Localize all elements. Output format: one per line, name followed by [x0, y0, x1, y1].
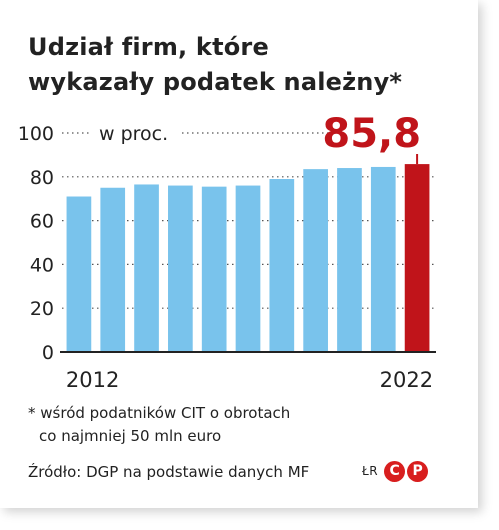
bar: [337, 168, 362, 352]
bar: [66, 196, 92, 352]
x-tick-label-first: 2012: [66, 368, 119, 392]
bar: [235, 185, 261, 352]
highlight-label-bg: [336, 110, 436, 154]
author-initials: ŁR: [362, 464, 379, 478]
y-tick-label: 20: [30, 298, 54, 320]
credit: ŁR C P: [362, 458, 430, 484]
logo-c-icon: C: [384, 460, 406, 482]
source-note: Źródło: DGP na podstawie danych MF: [28, 463, 310, 481]
title-line-1: Udział firm, które: [28, 33, 269, 61]
bar: [168, 185, 193, 352]
y-tick-label: 100: [18, 123, 54, 145]
footnote: * wśród podatników CIT o obrotach co naj…: [28, 402, 448, 448]
bar: [303, 169, 328, 352]
chart-card: Udział firm, które wykazały podatek nale…: [17, 30, 468, 484]
bar: [269, 178, 295, 352]
y-tick-label: 60: [30, 211, 54, 233]
bar: [100, 187, 126, 352]
logo-p-icon: P: [407, 460, 429, 482]
y-tick-label: 40: [30, 254, 54, 276]
y-tick-label: 80: [30, 167, 54, 189]
unit-label: w proc.: [99, 123, 168, 145]
x-tick-label-last: 2022: [380, 368, 433, 392]
title-line-2: wykazały podatek należny*: [28, 68, 403, 96]
chart-title: Udział firm, które wykazały podatek nale…: [28, 30, 468, 100]
bar-chart: 0 20 40 60 80 100 w proc. 85,8 2012 2022: [18, 110, 436, 392]
bar: [370, 166, 396, 352]
footnote-line-2: co najmniej 50 mln euro: [39, 427, 222, 445]
y-tick-label: 0: [42, 342, 54, 364]
bar: [134, 184, 159, 352]
bar-highlight: [404, 164, 430, 352]
bar: [201, 186, 227, 352]
footnote-line-1: * wśród podatników CIT o obrotach: [28, 404, 291, 422]
unit-label-bg: [92, 119, 182, 145]
highlight-value-label: 85,8: [322, 111, 421, 157]
